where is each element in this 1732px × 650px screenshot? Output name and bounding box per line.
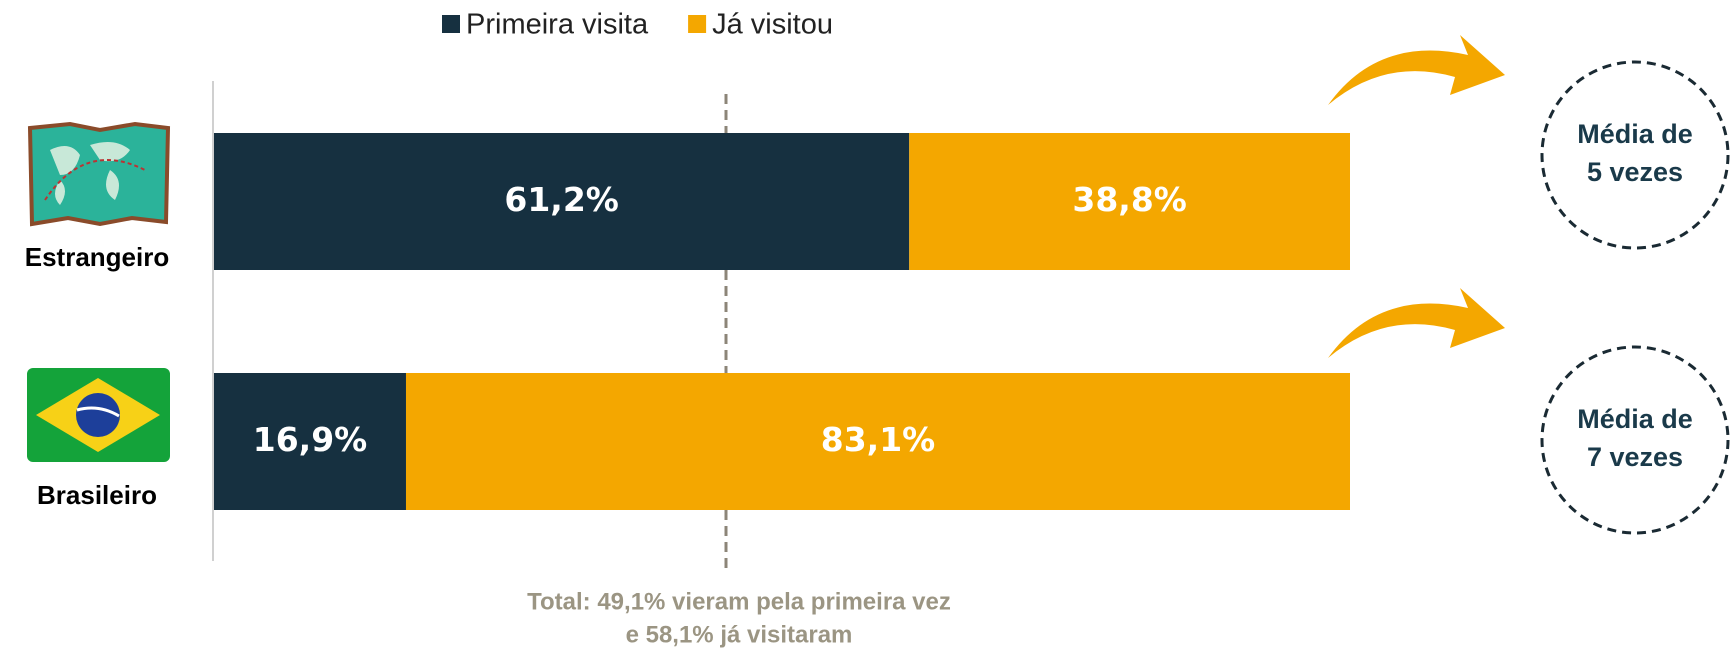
average-circle xyxy=(1540,345,1730,535)
legend-swatch xyxy=(688,15,707,33)
average-text: 5 vezes xyxy=(1587,157,1683,187)
average-text: 7 vezes xyxy=(1587,442,1683,472)
bar-segment xyxy=(909,133,1350,270)
legend-label: Já visitou xyxy=(712,9,833,41)
value-label: 16,9% xyxy=(253,420,368,459)
bar-segment xyxy=(405,373,1350,510)
value-label: 61,2% xyxy=(504,180,619,219)
map-icon xyxy=(27,121,171,227)
total-note: e 58,1% já visitaram xyxy=(626,621,853,648)
legend-swatch xyxy=(442,15,460,33)
arrow xyxy=(1328,35,1505,358)
flag-icon xyxy=(27,368,170,462)
value-label: 83,1% xyxy=(821,420,936,459)
average-text: Média de xyxy=(1577,119,1693,149)
legend-label: Primeira visita xyxy=(466,9,649,41)
category-label: Brasileiro xyxy=(37,480,157,510)
bar-segment xyxy=(214,373,406,510)
average-circle xyxy=(1540,60,1730,250)
average-text: Média de xyxy=(1577,404,1693,434)
total-note: Total: 49,1% vieram pela primeira vez xyxy=(527,588,951,615)
category-label: Estrangeiro xyxy=(25,242,170,272)
value-label: 38,8% xyxy=(1072,180,1187,219)
bar-segment xyxy=(214,133,910,270)
